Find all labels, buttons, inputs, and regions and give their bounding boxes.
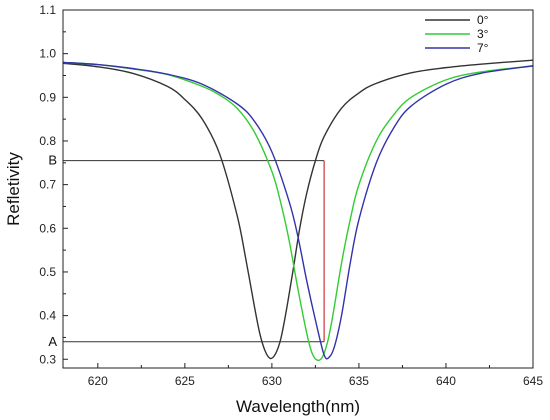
series-line-0 (62, 59, 534, 360)
x-tick-label: 620 (88, 374, 108, 388)
legend-label-2: 7° (477, 41, 489, 55)
y-tick-label: 0.8 (39, 134, 56, 148)
x-tick-label: 640 (436, 374, 456, 388)
plot-frame (62, 9, 534, 369)
x-axis-title: Wavelength(nm) (236, 397, 360, 416)
x-tick-label: 645 (523, 374, 543, 388)
y-tick-label: 0.6 (39, 221, 56, 235)
x-tick-label: 625 (175, 374, 195, 388)
annotation-label-b: B (48, 153, 57, 168)
x-tick-label: 635 (349, 374, 369, 388)
axes-layer (62, 9, 534, 369)
y-tick-label: 0.9 (39, 90, 56, 104)
ticks-layer: 620 625 630 635 640 645 0.3 0.4 0.5 0.6 0.7 0.8 0.9 1… (39, 3, 543, 388)
legend: 0°3°7° (425, 13, 489, 55)
series-line-1 (62, 61, 534, 362)
legend-label-0: 0° (477, 13, 489, 27)
y-tick-label: 0.3 (39, 352, 56, 366)
y-axis-title: Refletivity (4, 152, 23, 226)
series-layer (62, 59, 534, 362)
annotation-label-a: A (48, 334, 57, 349)
y-tick-label: 1.0 (39, 47, 56, 61)
y-tick-label: 0.5 (39, 265, 56, 279)
y-tick-label: 1.1 (39, 3, 56, 17)
y-tick-label: 0.4 (39, 309, 56, 323)
x-tick-label: 630 (262, 374, 282, 388)
y-tick-label: 0.7 (39, 178, 56, 192)
series-line-2 (62, 61, 534, 360)
legend-label-1: 3° (477, 27, 489, 41)
